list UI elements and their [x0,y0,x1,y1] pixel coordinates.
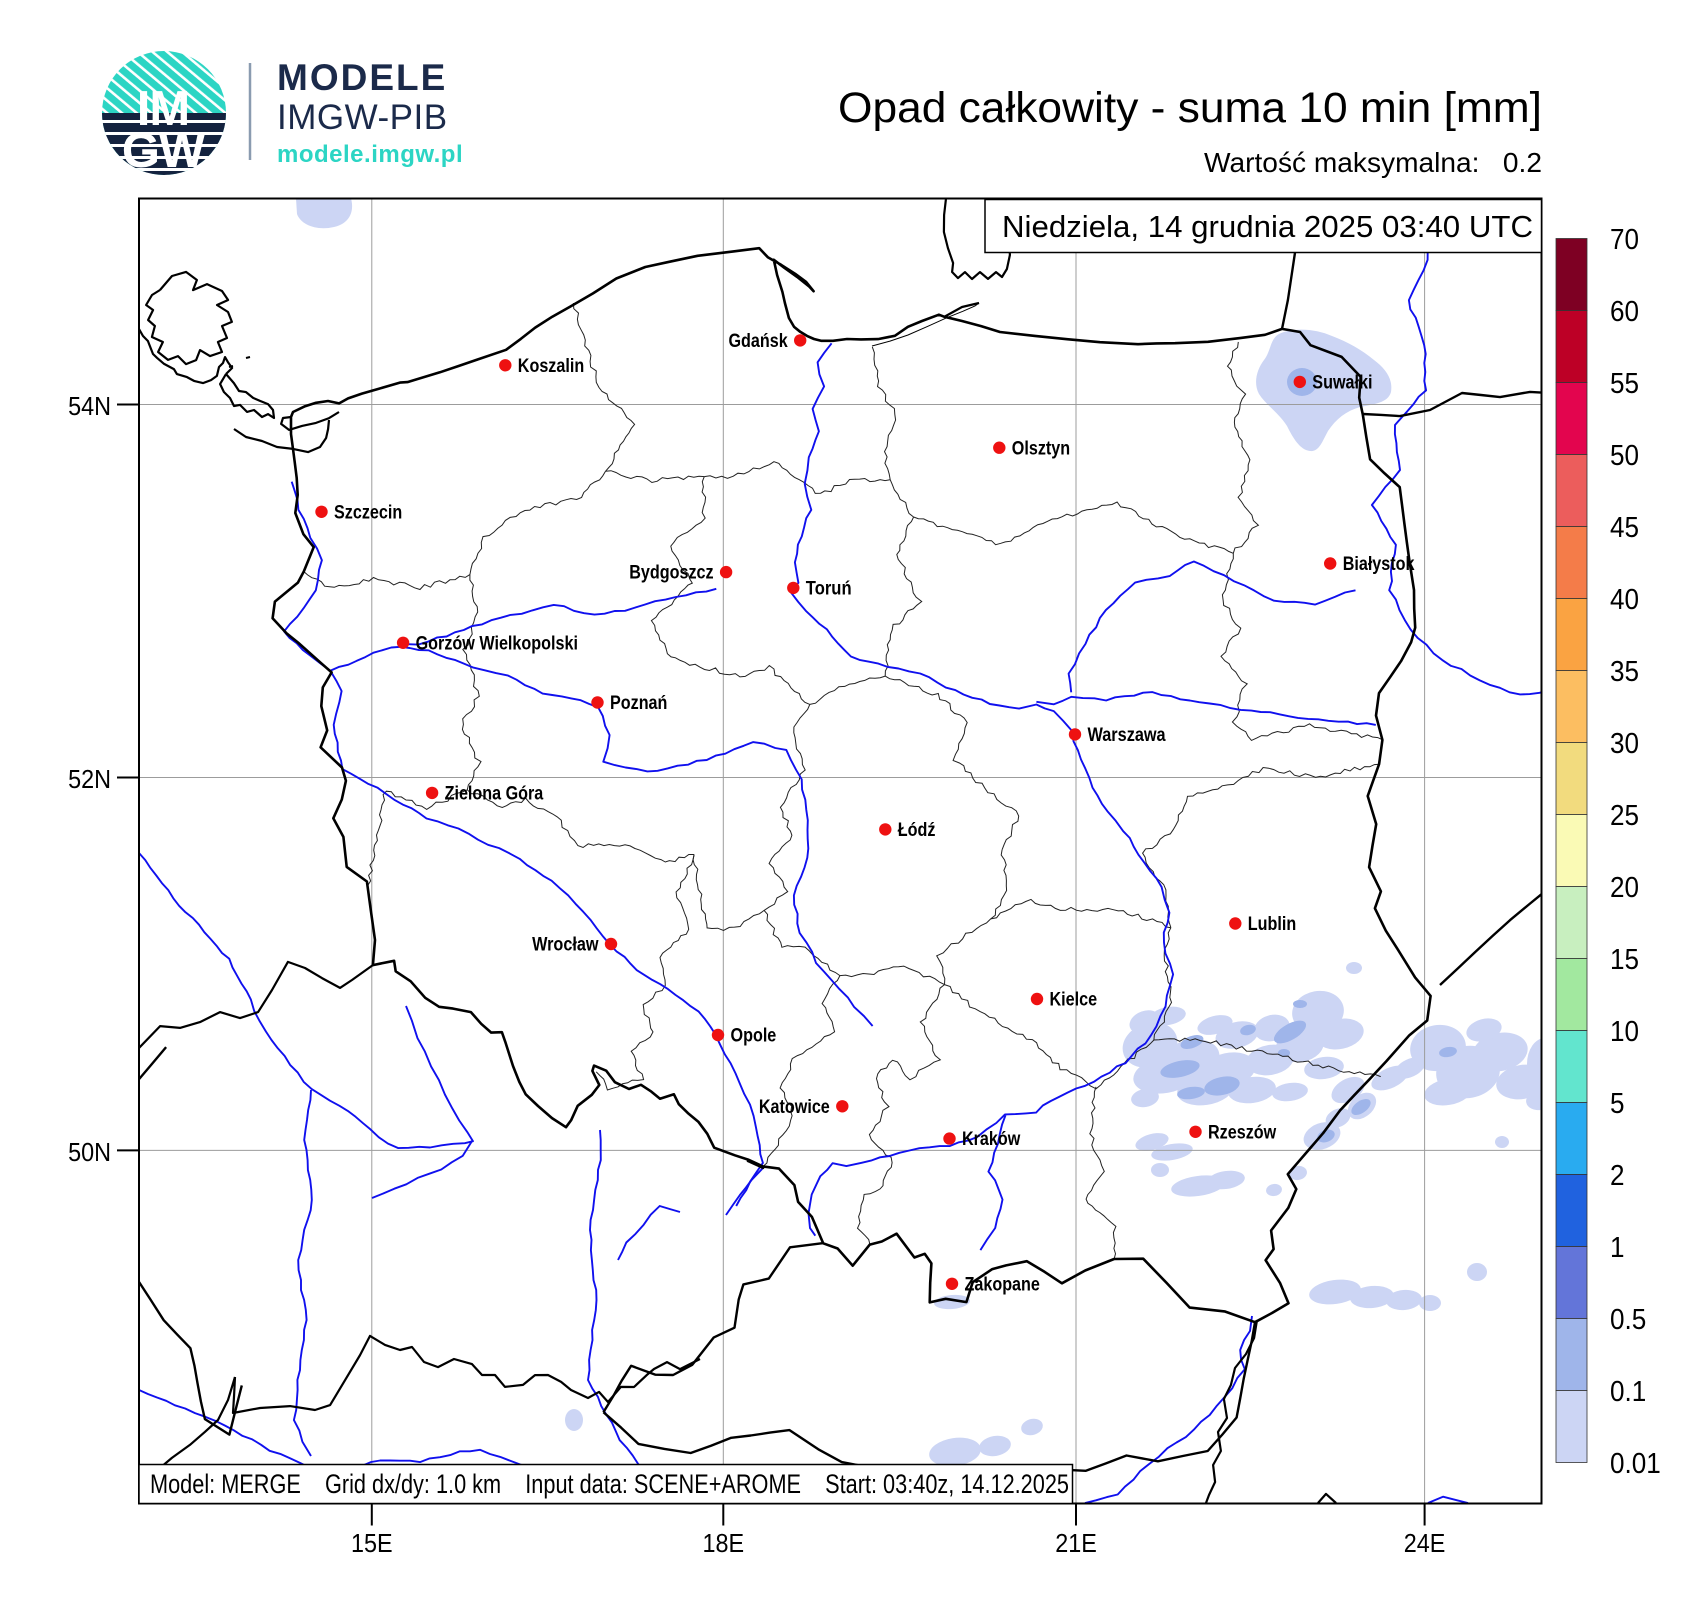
svg-text:Lublin: Lublin [1248,914,1296,935]
svg-text:25: 25 [1610,800,1639,832]
svg-text:Olsztyn: Olsztyn [1012,438,1070,459]
svg-text:Kielce: Kielce [1050,990,1098,1011]
svg-text:60: 60 [1610,296,1639,328]
svg-text:Wrocław: Wrocław [532,935,599,956]
svg-text:Toruń: Toruń [806,579,852,600]
svg-text:Szczecin: Szczecin [334,502,402,523]
svg-text:15E: 15E [351,1528,393,1558]
svg-text:70: 70 [1610,224,1639,256]
svg-text:1: 1 [1610,1232,1625,1264]
svg-text:0.01: 0.01 [1610,1448,1661,1480]
svg-text:Rzeszów: Rzeszów [1208,1122,1276,1143]
svg-text:40: 40 [1610,584,1639,616]
svg-text:Opad całkowity - suma 10 min [: Opad całkowity - suma 10 min [mm] [838,84,1542,132]
svg-text:18E: 18E [703,1528,745,1558]
svg-text:5: 5 [1610,1088,1625,1120]
svg-text:20: 20 [1610,872,1639,904]
svg-text:0.1: 0.1 [1610,1376,1646,1408]
svg-text:Białystok: Białystok [1343,554,1415,575]
svg-text:Wartość maksymalna: 0.2: Wartość maksymalna: 0.2 [1204,147,1542,178]
svg-text:Koszalin: Koszalin [518,356,584,377]
svg-text:Kraków: Kraków [962,1129,1020,1150]
svg-text:Niedziela, 14 grudnia 2025 03:: Niedziela, 14 grudnia 2025 03:40 UTC [1002,209,1533,244]
svg-text:IM: IM [137,82,189,136]
svg-text:IMGW-PIB: IMGW-PIB [277,98,448,137]
svg-text:Gdańsk: Gdańsk [729,331,789,352]
svg-text:2: 2 [1610,1160,1625,1192]
svg-text:GW: GW [122,124,206,178]
svg-text:21E: 21E [1055,1528,1097,1558]
svg-text:30: 30 [1610,728,1639,760]
svg-text:Zakopane: Zakopane [965,1274,1040,1295]
svg-text:Warszawa: Warszawa [1088,725,1166,746]
svg-text:0.5: 0.5 [1610,1304,1646,1336]
svg-text:55: 55 [1610,368,1639,400]
svg-text:Poznań: Poznań [610,693,667,714]
svg-text:MODELE: MODELE [277,57,447,98]
svg-text:Gorzów Wielkopolski: Gorzów Wielkopolski [416,633,578,654]
svg-text:15: 15 [1610,944,1639,976]
svg-text:Katowice: Katowice [759,1097,830,1118]
svg-text:45: 45 [1610,512,1639,544]
svg-text:Bydgoszcz: Bydgoszcz [629,563,713,584]
svg-text:54N: 54N [68,391,111,421]
svg-text:Model: MERGE Grid dx/dy: 1.: Model: MERGE Grid dx/dy: 1.0 km Input da… [150,1469,1069,1499]
svg-text:modele.imgw.pl: modele.imgw.pl [277,141,463,168]
svg-text:Suwałki: Suwałki [1312,373,1372,394]
svg-text:Łódź: Łódź [898,820,936,841]
svg-text:50N: 50N [68,1137,111,1167]
svg-text:10: 10 [1610,1016,1639,1048]
svg-text:Zielona Góra: Zielona Góra [445,784,544,805]
svg-text:35: 35 [1610,656,1639,688]
svg-text:52N: 52N [68,764,111,794]
svg-text:Opole: Opole [731,1026,777,1047]
svg-text:50: 50 [1610,440,1639,472]
svg-text:24E: 24E [1404,1528,1446,1558]
